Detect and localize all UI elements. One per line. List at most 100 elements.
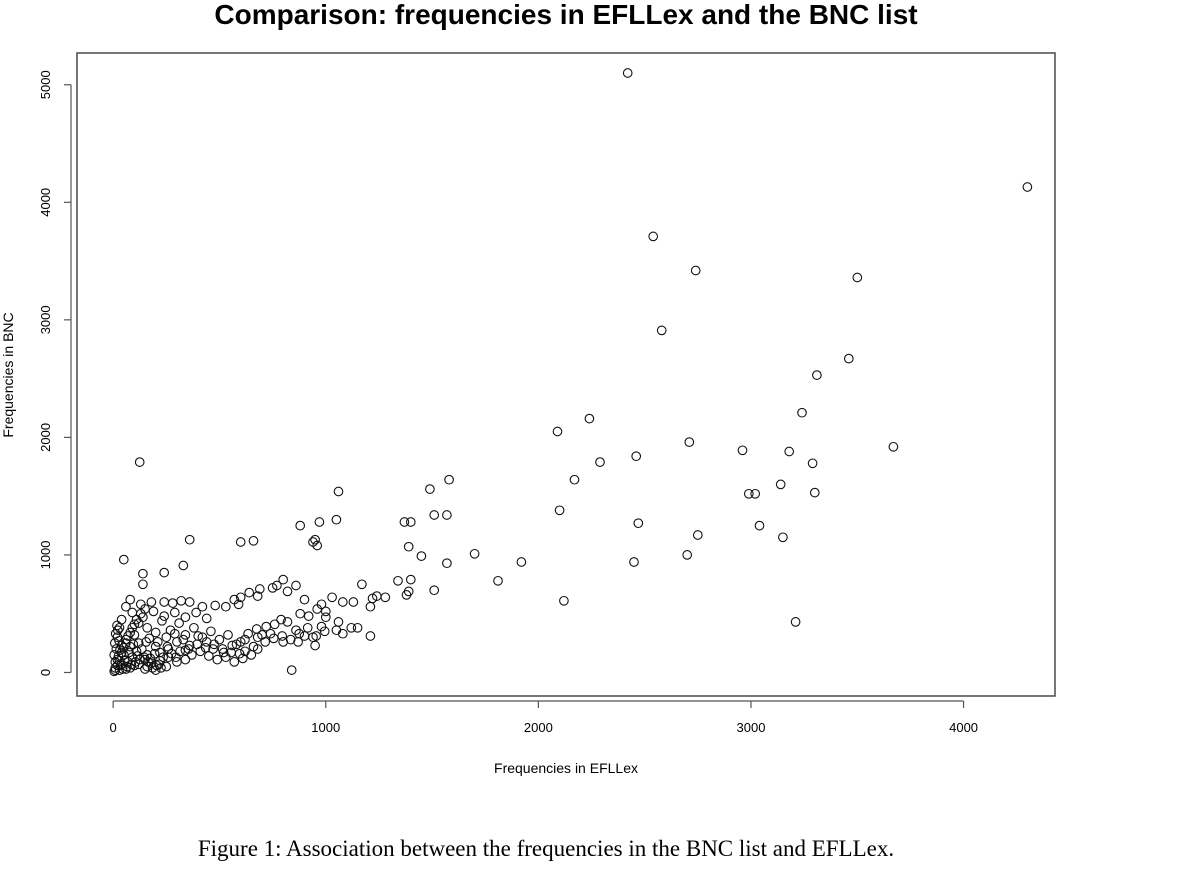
data-point (235, 592, 246, 603)
x-axis-label: Frequencies in EFLLex (494, 760, 638, 776)
data-point (220, 601, 231, 612)
data-points (109, 68, 1033, 677)
data-point (310, 640, 320, 651)
data-point (629, 557, 639, 567)
data-point (183, 644, 194, 654)
data-point (203, 651, 214, 661)
data-point (121, 601, 131, 612)
data-point (416, 551, 427, 561)
data-point (156, 662, 166, 673)
data-point (656, 325, 667, 336)
x-tick-label: 2000 (524, 720, 553, 735)
data-point (812, 370, 822, 380)
x-tick-label: 4000 (949, 720, 978, 735)
data-point (116, 647, 127, 658)
data-point (348, 597, 359, 607)
data-point (209, 639, 219, 650)
data-point (162, 641, 173, 652)
data-point (142, 650, 153, 660)
data-point (357, 579, 367, 590)
data-point (150, 627, 161, 638)
data-point (291, 625, 301, 636)
data-point (175, 646, 185, 657)
data-point (584, 413, 595, 424)
data-point (314, 517, 325, 527)
data-point (206, 626, 216, 637)
data-point (197, 601, 208, 612)
data-point (169, 607, 180, 618)
data-point (269, 619, 280, 630)
data-point (142, 661, 153, 672)
data-point (365, 601, 376, 612)
data-point (161, 661, 172, 672)
data-point (118, 554, 129, 565)
data-point (114, 635, 124, 646)
data-point (113, 651, 124, 661)
data-point (291, 580, 301, 591)
data-point (469, 548, 480, 559)
y-tick-label: 5000 (38, 70, 53, 99)
data-point (778, 532, 788, 543)
data-point (365, 631, 376, 641)
data-point (227, 640, 238, 651)
data-point (133, 638, 144, 648)
data-point (442, 558, 452, 569)
y-tick-label: 1000 (38, 540, 53, 569)
data-point (152, 637, 163, 647)
x-tick-label: 0 (110, 720, 117, 735)
data-point (286, 665, 297, 675)
data-point (516, 557, 527, 567)
data-point (595, 457, 605, 467)
data-point (233, 599, 244, 610)
data-point (784, 446, 795, 457)
data-point (282, 586, 293, 597)
data-point (125, 594, 136, 605)
data-point (554, 505, 565, 516)
data-point (337, 597, 348, 607)
data-point (807, 458, 818, 469)
data-point (552, 426, 563, 437)
data-point (186, 650, 197, 660)
data-point (252, 591, 263, 601)
data-point (622, 68, 633, 78)
data-point (429, 510, 440, 520)
data-point (223, 630, 233, 640)
data-point (146, 597, 157, 607)
data-point (692, 530, 703, 540)
data-point (399, 517, 410, 527)
chart-title: Comparison: frequencies in EFLLex and th… (214, 0, 917, 30)
data-point (295, 520, 306, 531)
data-point (403, 541, 414, 552)
data-point (140, 604, 150, 614)
data-point (217, 644, 228, 654)
data-point (200, 642, 211, 653)
data-point (352, 622, 363, 633)
data-point (299, 594, 310, 605)
data-point (797, 407, 807, 418)
data-point (192, 639, 202, 650)
data-point (444, 474, 454, 485)
data-point (148, 606, 159, 617)
data-point (393, 575, 403, 586)
x-tick-label: 1000 (311, 720, 340, 735)
data-point (648, 231, 659, 242)
data-point (311, 631, 322, 641)
data-point (684, 437, 695, 447)
data-point (333, 617, 344, 627)
data-point (559, 595, 569, 606)
data-point (150, 665, 161, 675)
data-point (149, 648, 160, 659)
data-point (231, 639, 242, 650)
data-point (337, 628, 348, 639)
data-point (212, 654, 223, 665)
data-point (295, 608, 306, 619)
y-tick-label: 2000 (38, 423, 53, 452)
data-point (843, 353, 854, 364)
data-point (184, 597, 195, 607)
figure-caption: Figure 1: Association between the freque… (197, 836, 895, 861)
data-point (302, 622, 313, 633)
data-point (180, 630, 191, 640)
data-point (251, 624, 262, 634)
data-point (276, 614, 286, 625)
data-point (201, 613, 212, 624)
